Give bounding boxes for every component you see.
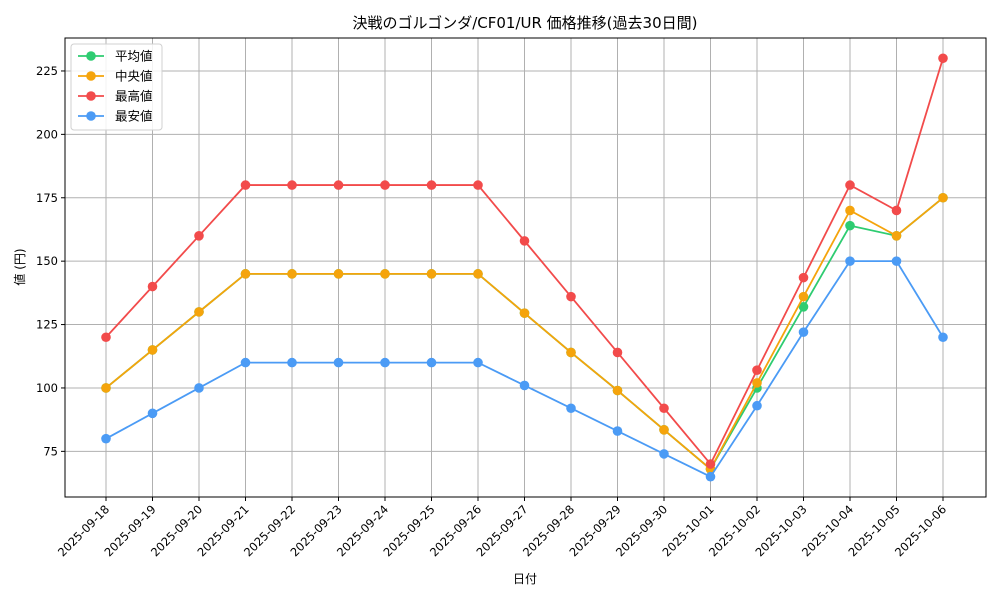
plot-frame (64, 37, 987, 498)
data-point-marker (845, 180, 855, 190)
data-point-marker (333, 269, 344, 279)
y-tick-label: 75 (43, 444, 58, 458)
data-point-marker (566, 347, 576, 358)
data-point-marker (287, 357, 297, 368)
data-point-marker (752, 378, 762, 388)
data-point-marker (147, 345, 158, 355)
data-point-marker (519, 380, 530, 391)
data-point-marker (380, 180, 390, 190)
data-point-marker (566, 403, 576, 414)
legend-marker-icon (86, 51, 96, 61)
legend-label: 平均値 (115, 49, 153, 64)
data-point-marker (101, 332, 111, 343)
legend-label: 最高値 (115, 89, 153, 104)
data-point-marker (333, 180, 344, 190)
data-point-marker (380, 357, 390, 368)
x-axis-label: 日付 (513, 572, 537, 586)
data-point-marker (752, 400, 762, 411)
chart-title: 決戦のゴルゴンダ/CF01/UR 価格推移(過去30日間) (353, 14, 698, 32)
data-point-marker (426, 357, 437, 368)
data-point-marker (752, 365, 762, 376)
x-axis-ticks: 2025-09-182025-09-192025-09-202025-09-21… (55, 497, 949, 559)
y-tick-label: 175 (36, 191, 58, 205)
data-point-marker (101, 383, 111, 393)
data-point-marker (612, 385, 623, 396)
data-point-marker (473, 269, 483, 279)
data-point-marker (612, 347, 623, 358)
data-point-marker (705, 471, 716, 482)
grid-lines (65, 38, 986, 497)
data-point-marker (612, 426, 623, 436)
data-point-marker (845, 220, 855, 231)
data-point-marker (845, 205, 855, 216)
series-3 (101, 256, 948, 482)
legend-marker-icon (86, 71, 96, 81)
y-tick-label: 200 (36, 127, 58, 141)
data-point-marker (473, 357, 483, 368)
legend-label: 最安値 (115, 109, 153, 124)
legend-marker-icon (86, 111, 96, 121)
data-point-marker (659, 403, 669, 414)
data-point-marker (798, 302, 809, 312)
data-point-marker (798, 291, 809, 302)
data-point-marker (891, 256, 902, 266)
y-tick-label: 125 (36, 318, 58, 332)
data-point-marker (519, 308, 530, 318)
y-axis-ticks: 75 100 125 150 175 200 225 (36, 64, 65, 458)
data-point-marker (194, 307, 204, 317)
series-lines (101, 53, 948, 482)
y-tick-label: 100 (36, 381, 58, 395)
data-point-marker (798, 272, 809, 283)
data-point-marker (938, 332, 948, 343)
data-point-marker (287, 180, 297, 190)
data-point-marker (938, 53, 948, 64)
data-point-marker (659, 424, 669, 435)
y-tick-label: 225 (36, 64, 58, 78)
data-point-marker (798, 327, 809, 337)
data-point-marker (845, 256, 855, 266)
data-point-marker (240, 180, 251, 190)
data-point-marker (566, 291, 576, 302)
data-point-marker (287, 269, 297, 279)
data-point-marker (705, 459, 716, 469)
data-point-marker (891, 231, 902, 241)
data-point-marker (426, 269, 437, 279)
data-point-marker (473, 180, 483, 190)
data-point-marker (333, 357, 344, 368)
data-point-marker (519, 236, 530, 246)
data-point-marker (659, 449, 669, 459)
y-axis-label: 値 (円) (12, 248, 27, 285)
data-point-marker (101, 433, 111, 444)
data-point-marker (147, 281, 158, 292)
series-2 (101, 53, 948, 469)
data-point-marker (240, 357, 251, 368)
data-point-marker (891, 205, 902, 216)
legend-marker-icon (86, 91, 96, 101)
data-point-marker (194, 383, 204, 393)
data-point-marker (380, 269, 390, 279)
data-point-marker (147, 408, 158, 419)
data-point-marker (240, 269, 251, 279)
data-point-marker (426, 180, 437, 190)
legend-label: 中央値 (115, 69, 153, 84)
y-tick-label: 150 (36, 254, 58, 268)
data-point-marker (938, 192, 948, 203)
legend-box (70, 43, 163, 131)
series-1 (101, 192, 948, 474)
data-point-marker (194, 231, 204, 241)
